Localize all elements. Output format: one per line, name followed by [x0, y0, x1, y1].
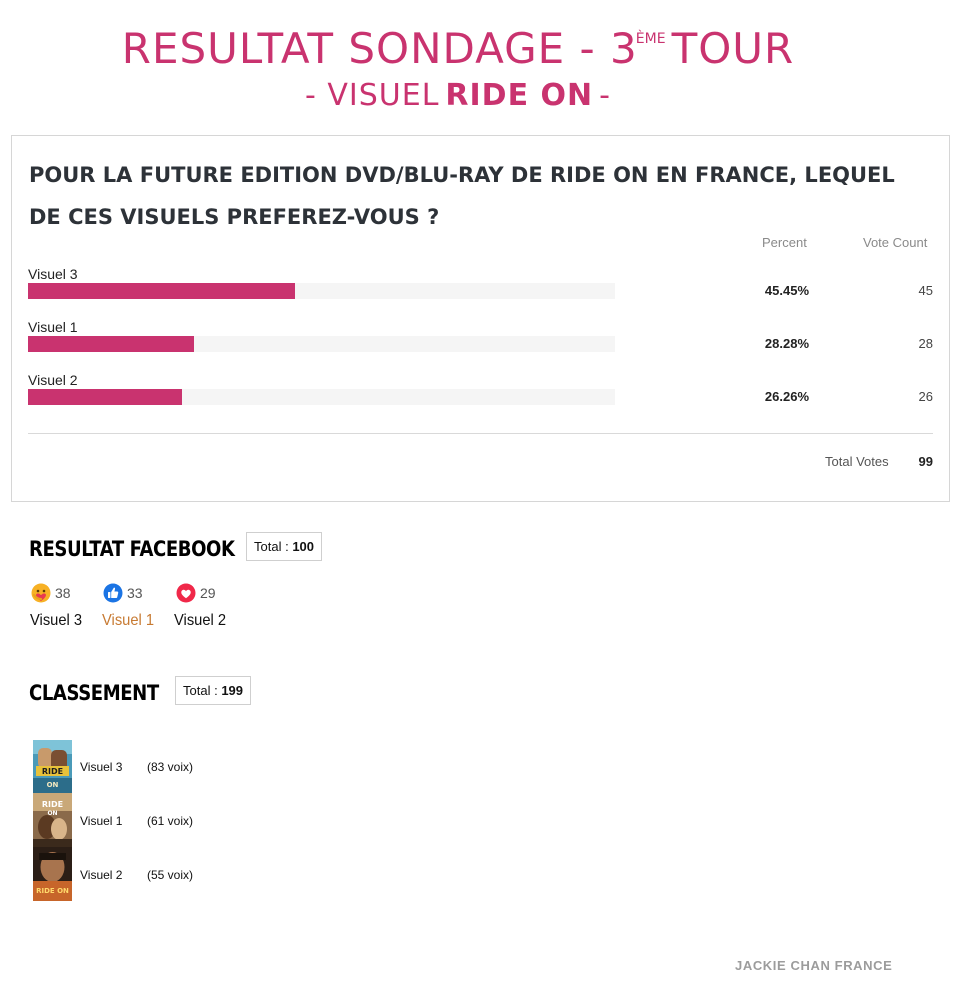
subtitle-dash-right: - — [599, 78, 611, 113]
poll-results-card: POUR LA FUTURE EDITION DVD/BLU-RAY DE RI… — [11, 135, 950, 502]
ranking-item-votes: (61 voix) — [147, 814, 194, 828]
total-votes-value: 99 — [918, 454, 933, 469]
title-end: TOUR — [671, 24, 795, 73]
svg-text:RIDE: RIDE — [42, 800, 63, 809]
reaction-label: Visuel 3 — [30, 612, 83, 629]
facebook-section-title: RESULTAT FACEBOOK — [29, 537, 235, 561]
ranking-item-name: Visuel 1 — [80, 814, 123, 828]
ranking-item-name: Visuel 2 — [80, 868, 123, 882]
page-title: RESULTAT SONDAGE - 3ÈME TOUR — [0, 24, 916, 73]
poster-thumbnail-visuel-1: RIDE ON — [33, 793, 72, 847]
column-header-vote-count: Vote Count — [863, 235, 928, 250]
poll-bar-fill — [28, 389, 183, 405]
poll-bar-fill — [28, 283, 295, 299]
ranking-item-name: Visuel 3 — [80, 760, 123, 774]
care-emoji-icon — [31, 583, 51, 603]
ranking-section-title: CLASSEMENT — [29, 681, 159, 705]
facebook-total-prefix: Total : — [254, 539, 289, 554]
svg-text:RIDE ON: RIDE ON — [36, 887, 69, 895]
poll-option-label: Visuel 2 — [28, 372, 78, 388]
page-subtitle: - VISUEL RIDE ON - — [0, 78, 916, 113]
poll-option-row: Visuel 3 45.45% 45 — [28, 266, 934, 319]
reaction-count: 29 — [200, 585, 216, 601]
poster-thumbnail-visuel-3: RIDE ON — [33, 740, 72, 793]
reaction-count: 38 — [55, 585, 71, 601]
poll-option-row: Visuel 1 28.28% 28 — [28, 319, 934, 372]
reaction-label: Visuel 2 — [174, 612, 227, 629]
poster-thumbnail-visuel-2: RIDE ON — [33, 847, 72, 901]
poll-option-label: Visuel 3 — [28, 266, 78, 282]
svg-text:RIDE: RIDE — [42, 767, 63, 776]
ranking-total-box: Total : 199 — [175, 676, 252, 705]
footer-credit: JACKIE CHAN FRANCE — [735, 958, 893, 973]
like-thumb-icon — [103, 583, 123, 603]
ranking-total-value: 199 — [221, 683, 244, 698]
poll-divider — [28, 433, 933, 434]
poll-question: POUR LA FUTURE EDITION DVD/BLU-RAY DE RI… — [29, 163, 895, 229]
ranking-total-prefix: Total : — [183, 683, 218, 698]
facebook-total-value: 100 — [292, 539, 315, 554]
poll-option-votes: 45 — [918, 283, 933, 298]
total-votes-label: Total Votes — [825, 454, 889, 469]
column-header-percent: Percent — [762, 235, 807, 250]
poll-bar-track — [28, 336, 615, 352]
ranking-item-votes: (55 voix) — [147, 868, 194, 882]
poll-option-percent: 26.26% — [764, 389, 809, 404]
poll-bar-fill — [28, 336, 194, 352]
poll-option-percent: 28.28% — [764, 336, 809, 351]
reaction-count: 33 — [127, 585, 143, 601]
poll-option-votes: 26 — [918, 389, 933, 404]
title-main: RESULTAT SONDAGE - 3 — [121, 24, 638, 73]
poll-option-percent: 45.45% — [764, 283, 809, 298]
ranking-item-votes: (83 voix) — [147, 760, 194, 774]
love-heart-icon — [176, 583, 196, 603]
subtitle-bold: RIDE ON — [445, 78, 594, 113]
poll-option-row: Visuel 2 26.26% 26 — [28, 372, 934, 425]
facebook-total-box: Total : 100 — [246, 532, 323, 561]
poll-option-votes: 28 — [918, 336, 933, 351]
poll-bar-track — [28, 389, 615, 405]
svg-text:ON: ON — [47, 781, 59, 789]
reaction-label: Visuel 1 — [102, 612, 155, 629]
svg-text:ON: ON — [47, 810, 57, 817]
poll-bar-track — [28, 283, 615, 299]
poll-option-label: Visuel 1 — [28, 319, 78, 335]
subtitle-dash-left: - VISUEL — [305, 78, 440, 113]
title-superscript: ÈME — [635, 31, 666, 47]
